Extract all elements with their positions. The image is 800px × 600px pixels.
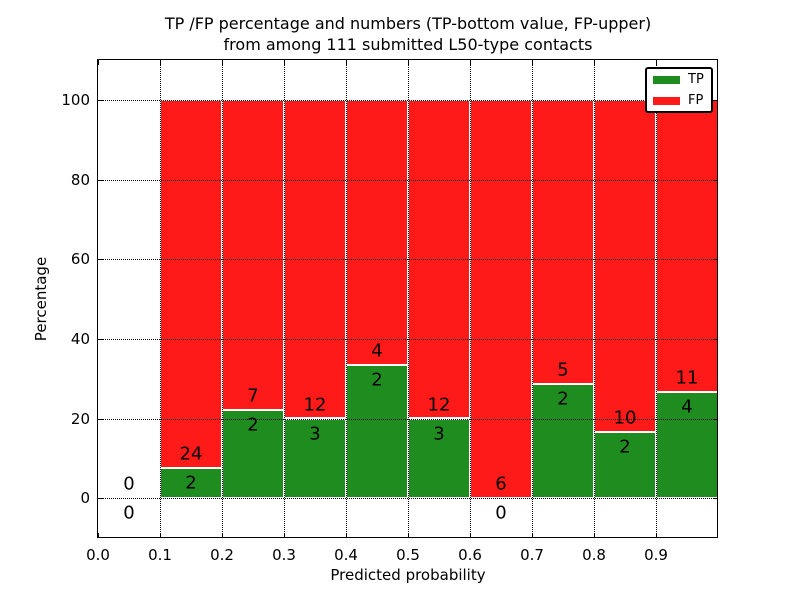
- x-gridline: [160, 60, 161, 538]
- x-gridline: [532, 60, 533, 538]
- y-tick-mark-left: [98, 259, 103, 261]
- fp-count-label: 12: [427, 394, 451, 415]
- y-tick-mark-right: [713, 259, 718, 261]
- x-tick-mark-top: [594, 60, 595, 65]
- y-tick-mark-right: [713, 498, 718, 500]
- y-tick-mark-right: [713, 179, 718, 181]
- tp-count-label: 0: [495, 502, 507, 524]
- fp-count-label: 24: [179, 443, 203, 465]
- x-tick-mark-top: [532, 60, 533, 65]
- legend-entry-tp: TP: [647, 69, 711, 90]
- x-tick-label: 0.6: [458, 546, 482, 564]
- fp-bar-segment: [160, 99, 222, 468]
- legend: TP FP: [645, 67, 713, 113]
- x-tick-label: 0.1: [148, 546, 172, 564]
- chart-title-line2: from among 111 submitted L50-type contac…: [223, 35, 593, 54]
- x-tick-label: 0.7: [520, 546, 544, 564]
- y-tick-mark-left: [98, 418, 103, 420]
- y-tick-mark-right: [713, 99, 718, 101]
- x-tick-mark-top: [408, 60, 409, 65]
- fp-count-label: 6: [495, 473, 507, 495]
- y-tick-mark-right: [713, 418, 718, 420]
- x-tick-mark-top: [284, 60, 285, 65]
- x-tick-mark-top: [98, 60, 99, 65]
- x-tick-label: 0.0: [86, 546, 110, 564]
- fp-bar-segment: [222, 99, 284, 410]
- tp-count-label: 2: [185, 472, 197, 494]
- x-axis-label: Predicted probability: [330, 566, 486, 584]
- x-tick-mark-bottom: [656, 533, 657, 538]
- x-gridline: [470, 60, 471, 538]
- x-gridline: [656, 60, 657, 538]
- fp-count-label: 0: [123, 473, 135, 495]
- fp-color-swatch: [653, 96, 680, 105]
- y-tick-label: 100: [61, 90, 90, 109]
- x-gridline: [594, 60, 595, 538]
- x-tick-label: 0.3: [272, 546, 296, 564]
- x-tick-mark-bottom: [160, 533, 161, 538]
- x-tick-label: 0.4: [334, 546, 358, 564]
- chart-title-line1: TP /FP percentage and numbers (TP-bottom…: [164, 14, 652, 33]
- tp-bar-segment: [222, 409, 284, 499]
- tp-count-label: 2: [247, 414, 259, 436]
- x-tick-mark-top: [160, 60, 161, 65]
- tp-color-swatch: [653, 75, 680, 84]
- x-gridline: [346, 60, 347, 538]
- x-tick-mark-bottom: [594, 533, 595, 538]
- x-gridline: [408, 60, 409, 538]
- y-tick-mark-right: [713, 338, 718, 340]
- fp-count-label: 4: [371, 340, 383, 362]
- fp-count-label: 7: [247, 385, 259, 407]
- legend-label-fp: FP: [688, 93, 704, 108]
- y-tick-label: 60: [70, 250, 90, 269]
- x-tick-mark-bottom: [470, 533, 471, 538]
- x-tick-mark-top: [656, 60, 657, 65]
- x-tick-label: 0.9: [644, 546, 668, 564]
- y-tick-mark-left: [98, 498, 103, 500]
- x-tick-mark-bottom: [98, 533, 99, 538]
- y-tick-mark-left: [98, 99, 103, 101]
- fp-count-label: 12: [303, 394, 327, 415]
- tp-count-label: 4: [681, 396, 693, 418]
- tp-count-label: 2: [371, 369, 383, 391]
- tp-count-label: 0: [123, 502, 135, 524]
- tp-bar-segment: [594, 431, 656, 499]
- tp-count-label: 3: [309, 423, 321, 444]
- y-tick-label: 0: [80, 489, 90, 508]
- y-tick-mark-left: [98, 338, 103, 340]
- x-tick-mark-top: [222, 60, 223, 65]
- x-gridline: [284, 60, 285, 538]
- x-tick-mark-top: [346, 60, 347, 65]
- chart-title: TP /FP percentage and numbers (TP-bottom…: [108, 13, 708, 55]
- x-tick-mark-bottom: [222, 533, 223, 538]
- y-tick-label: 20: [70, 409, 90, 428]
- fp-bar-segment: [470, 99, 532, 499]
- fp-count-label: 5: [557, 359, 569, 381]
- x-tick-label: 0.5: [396, 546, 420, 564]
- legend-label-tp: TP: [688, 72, 704, 87]
- tp-count-label: 2: [557, 388, 569, 410]
- x-tick-mark-bottom: [532, 533, 533, 538]
- tp-count-label: 2: [619, 436, 631, 458]
- fp-count-label: 10: [613, 407, 637, 429]
- x-tick-label: 0.2: [210, 546, 234, 564]
- fp-count-label: 11: [675, 367, 699, 389]
- tp-count-label: 3: [433, 423, 445, 444]
- x-tick-mark-bottom: [346, 533, 347, 538]
- legend-entry-fp: FP: [647, 90, 711, 111]
- tp-bar-segment: [532, 384, 594, 499]
- x-gridline: [222, 60, 223, 538]
- x-tick-mark-top: [470, 60, 471, 65]
- y-tick-label: 80: [70, 170, 90, 189]
- y-tick-mark-left: [98, 179, 103, 181]
- y-tick-label: 40: [70, 329, 90, 348]
- x-tick-mark-bottom: [284, 533, 285, 538]
- tp-bar-segment: [160, 467, 222, 499]
- x-tick-mark-bottom: [408, 533, 409, 538]
- x-tick-label: 0.8: [582, 546, 606, 564]
